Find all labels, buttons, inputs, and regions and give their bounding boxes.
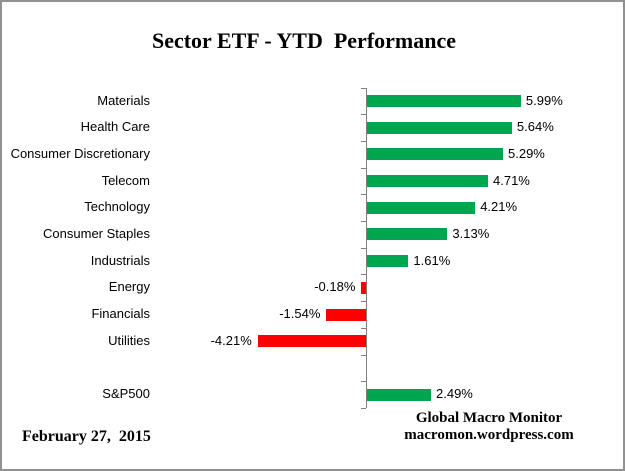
value-label-s-p500: 2.49% [436, 386, 473, 402]
value-label-technology: 4.21% [480, 199, 518, 215]
bar-telecom [367, 174, 488, 187]
brand-name: Global Macro Monitor [415, 410, 563, 426]
axis-tick [361, 381, 366, 383]
value-label-telecom: 4.71% [493, 172, 530, 188]
category-label-consumer-staples: Consumer Staples [43, 226, 150, 241]
axis-tick [361, 194, 366, 196]
axis-tick [361, 167, 366, 169]
axis-tick [361, 114, 366, 116]
value-label-energy: -0.18% [314, 279, 356, 295]
axis-tick [361, 354, 366, 356]
axis-tick [361, 140, 366, 142]
bar-technology [367, 201, 476, 214]
category-label-industrials: Industrials [90, 252, 150, 268]
bar-utilities [257, 335, 366, 348]
value-label-utilities: -4.21% [210, 332, 252, 348]
axis-tick [361, 301, 366, 303]
category-label-telecom: Telecom [101, 172, 150, 188]
axis-tick [361, 407, 366, 409]
value-label-consumer-discretionary: 5.29% [508, 145, 545, 161]
chart-title: Sector ETF - YTD Performance [151, 28, 457, 53]
brand-url: macromon.wordpress.com [404, 427, 574, 443]
bar-financials [326, 308, 366, 321]
value-label-consumer-staples: 3.13% [452, 226, 490, 241]
bar-consumer-staples [367, 228, 448, 241]
axis-tick [361, 247, 366, 249]
axis-tick [361, 221, 366, 222]
footer-brand: Global Macro Monitor macromon.wordpress.… [364, 410, 614, 444]
category-label-technology: Technology [84, 199, 150, 215]
category-label-health-care: Health Care [80, 119, 150, 135]
y-axis-line [366, 87, 367, 408]
value-label-industrials: 1.61% [413, 252, 451, 268]
category-label-financials: Financials [91, 306, 150, 322]
category-label-consumer-discretionary: Consumer Discretionary [10, 145, 150, 161]
axis-tick [361, 87, 366, 89]
category-label-s-p500: S&P500 [102, 386, 150, 402]
value-label-materials: 5.99% [525, 92, 563, 108]
category-label-materials: Materials [97, 92, 150, 108]
value-label-financials: -1.54% [279, 306, 321, 322]
bar-industrials [367, 255, 409, 267]
bar-health-care [367, 121, 512, 134]
axis-tick [361, 327, 366, 329]
bar-materials [367, 94, 521, 107]
bar-s-p500 [367, 388, 431, 401]
bar-consumer-discretionary [367, 148, 503, 161]
axis-tick [361, 274, 366, 276]
bar-energy [361, 281, 366, 294]
category-label-energy: Energy [108, 279, 150, 295]
footer-date: February 27, 2015 [22, 428, 151, 445]
category-label-utilities: Utilities [108, 332, 150, 348]
value-label-health-care: 5.64% [516, 119, 554, 135]
